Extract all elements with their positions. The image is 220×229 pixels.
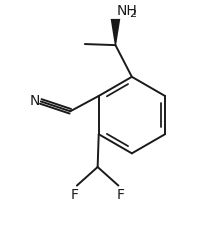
- Text: F: F: [116, 188, 124, 202]
- Text: N: N: [29, 94, 40, 108]
- Text: 2: 2: [129, 9, 136, 19]
- Polygon shape: [111, 20, 120, 46]
- Text: NH: NH: [117, 4, 137, 18]
- Text: F: F: [71, 188, 79, 202]
